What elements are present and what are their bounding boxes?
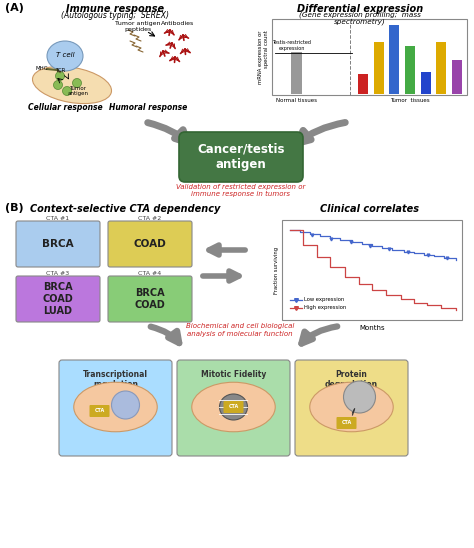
Text: Fraction surviving: Fraction surviving	[274, 247, 279, 294]
Circle shape	[111, 391, 139, 419]
Text: CTA #1: CTA #1	[46, 216, 70, 221]
FancyBboxPatch shape	[224, 401, 244, 413]
Text: CTA: CTA	[94, 408, 105, 414]
Text: CTA #3: CTA #3	[46, 271, 70, 276]
FancyBboxPatch shape	[90, 405, 109, 417]
Bar	[405, 47, 415, 94]
Circle shape	[55, 71, 64, 81]
FancyBboxPatch shape	[59, 360, 172, 456]
Circle shape	[73, 78, 82, 88]
FancyBboxPatch shape	[177, 360, 290, 456]
Ellipse shape	[219, 394, 247, 420]
Text: mRNA expression or
spectral count: mRNA expression or spectral count	[258, 30, 269, 84]
Text: Mitotic Fidelity: Mitotic Fidelity	[201, 370, 266, 379]
Text: Humoral response: Humoral response	[109, 104, 187, 112]
Text: BRCA
COAD: BRCA COAD	[135, 288, 165, 310]
FancyBboxPatch shape	[108, 221, 192, 267]
Circle shape	[63, 87, 72, 95]
Text: Clinical correlates: Clinical correlates	[320, 204, 419, 214]
Text: Transcriptional
regulation: Transcriptional regulation	[83, 370, 148, 390]
Text: Cancer/testis
antigen: Cancer/testis antigen	[197, 143, 285, 171]
FancyBboxPatch shape	[16, 276, 100, 322]
Text: Antibodies: Antibodies	[161, 21, 195, 26]
Text: CTA #2: CTA #2	[138, 216, 162, 221]
Ellipse shape	[192, 383, 275, 432]
Text: Differential expression: Differential expression	[297, 4, 423, 14]
Ellipse shape	[74, 383, 157, 432]
Circle shape	[344, 381, 375, 413]
Text: Testis-restricted
expression: Testis-restricted expression	[273, 40, 311, 51]
Text: MHC: MHC	[36, 66, 48, 71]
Text: Tumor antigen
peptides: Tumor antigen peptides	[115, 21, 161, 32]
Text: COAD: COAD	[134, 239, 166, 249]
Text: CTA #4: CTA #4	[138, 271, 162, 276]
Text: Low expression: Low expression	[304, 298, 344, 302]
Bar	[420, 72, 430, 94]
FancyBboxPatch shape	[16, 221, 100, 267]
Bar	[374, 42, 384, 94]
Text: Tumor  tissues: Tumor tissues	[390, 98, 429, 103]
Text: CTA: CTA	[341, 420, 352, 425]
Text: High expression: High expression	[304, 305, 346, 311]
Text: Cellular response: Cellular response	[27, 104, 102, 112]
Ellipse shape	[33, 66, 111, 104]
FancyBboxPatch shape	[179, 132, 303, 182]
Text: CTA: CTA	[228, 404, 238, 409]
Text: Context-selective CTA dependency: Context-selective CTA dependency	[30, 204, 220, 214]
Bar	[358, 75, 368, 94]
Text: (B): (B)	[5, 203, 24, 213]
Text: Normal tissues: Normal tissues	[276, 98, 318, 103]
Text: T cell: T cell	[55, 52, 74, 58]
Text: Protein
degradation: Protein degradation	[325, 370, 378, 390]
Bar	[272, 19, 467, 95]
FancyBboxPatch shape	[295, 360, 408, 456]
Text: BRCA: BRCA	[42, 239, 74, 249]
Text: (Gene expression profiling;  mass
spectrometry): (Gene expression profiling; mass spectro…	[299, 11, 421, 25]
Circle shape	[54, 81, 63, 89]
Text: Months: Months	[359, 325, 385, 331]
Text: BRCA
COAD
LUAD: BRCA COAD LUAD	[43, 282, 73, 316]
Bar	[292, 52, 302, 94]
Text: TCR: TCR	[55, 68, 65, 73]
Bar	[390, 25, 400, 94]
Ellipse shape	[310, 383, 393, 432]
Text: (A): (A)	[5, 3, 24, 13]
Text: Tumor
antigen: Tumor antigen	[67, 85, 89, 96]
FancyBboxPatch shape	[108, 276, 192, 322]
Text: (Autologous typing;  SEREX): (Autologous typing; SEREX)	[61, 11, 169, 20]
Ellipse shape	[47, 41, 83, 71]
Bar	[452, 60, 462, 94]
Bar	[436, 42, 446, 94]
Text: Validation of restricted expression or
immune response in tumors: Validation of restricted expression or i…	[176, 184, 306, 197]
FancyBboxPatch shape	[337, 417, 356, 429]
Text: Biochemical and cell biological
analysis of molecular function: Biochemical and cell biological analysis…	[186, 323, 294, 336]
Text: Immune response: Immune response	[66, 4, 164, 14]
Bar	[282, 220, 462, 320]
